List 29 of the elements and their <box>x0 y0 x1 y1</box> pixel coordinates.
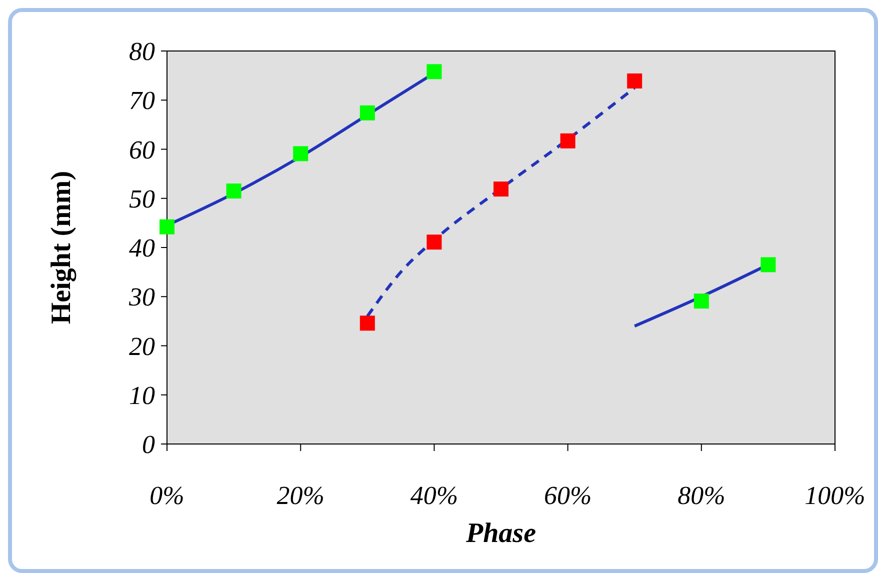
y-tick-label: 60 <box>129 135 155 164</box>
point <box>293 146 308 162</box>
point <box>360 316 375 331</box>
point <box>226 184 242 199</box>
x-tick-label: 40% <box>410 481 458 510</box>
x-tick-label: 60% <box>544 481 592 510</box>
point <box>560 133 576 148</box>
y-tick-label: 10 <box>129 380 155 410</box>
y-axis-title: Height (mm) <box>46 170 77 324</box>
point <box>694 294 709 309</box>
point <box>627 73 642 88</box>
point <box>760 257 776 272</box>
point <box>494 182 508 197</box>
x-tick-label: 0% <box>150 481 184 510</box>
point <box>426 234 442 250</box>
y-tick-label: 0 <box>142 430 155 460</box>
point <box>360 105 375 120</box>
x-tick-label: 20% <box>276 481 324 510</box>
y-tick-label: 40 <box>129 234 155 263</box>
point <box>426 64 442 80</box>
y-tick-label: 50 <box>129 184 155 214</box>
x-tick-label: 100% <box>804 481 866 510</box>
y-tick-label: 30 <box>128 282 155 312</box>
y-tick-label: 80 <box>129 37 155 66</box>
point <box>160 219 174 234</box>
y-tick-label: 20 <box>129 332 155 361</box>
y-tick-label: 70 <box>129 86 155 116</box>
x-tick-label: 80% <box>678 481 726 510</box>
x-axis-title: Phase <box>465 518 536 549</box>
